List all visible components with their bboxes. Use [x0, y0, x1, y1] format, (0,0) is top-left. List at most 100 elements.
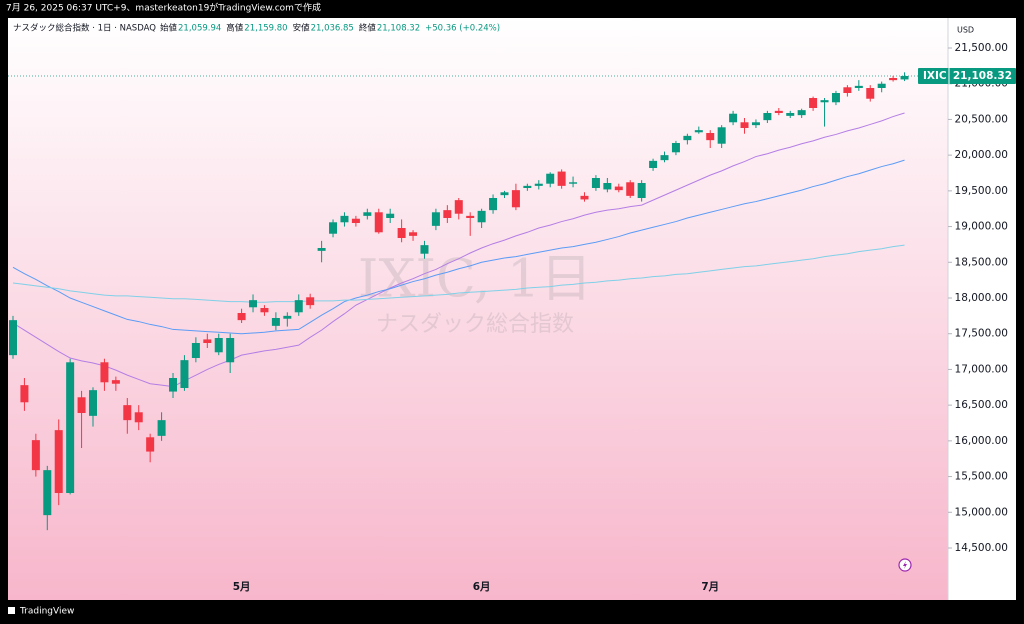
watermark: IXIC, 1日	[358, 250, 592, 310]
candle-body	[660, 155, 669, 161]
candle-body	[9, 320, 17, 356]
candle-body	[214, 338, 223, 353]
y-tick-label: 16,000.00	[955, 435, 1008, 447]
y-tick-label: 17,000.00	[955, 363, 1008, 375]
ma-line	[12, 112, 905, 388]
candle-body	[191, 343, 200, 358]
y-tick-label: 15,500.00	[955, 471, 1008, 483]
candle-body	[820, 100, 829, 103]
candle-body	[797, 110, 806, 116]
candle-body	[54, 430, 63, 493]
candle-body	[397, 228, 406, 238]
candle-body	[683, 135, 692, 141]
logo	[8, 607, 15, 614]
candle-body	[694, 130, 703, 133]
candle-body	[774, 110, 783, 113]
candle-body	[626, 182, 635, 196]
candle-body	[614, 186, 623, 191]
candle-body	[454, 200, 463, 214]
candle-body	[729, 113, 738, 123]
candle-body	[249, 300, 258, 308]
candle-body	[511, 190, 520, 208]
candle-body	[443, 210, 452, 218]
candle-body	[431, 212, 440, 226]
candle-body	[786, 113, 795, 116]
candle-body	[386, 213, 395, 218]
candle-body	[340, 215, 349, 223]
candle-body	[420, 245, 429, 254]
watermark-sub: ナスダック総合指数	[376, 312, 574, 337]
symbol-line: ナスダック総合指数 · 1日 · NASDAQ	[13, 23, 156, 34]
y-tick-label: 15,000.00	[955, 506, 1008, 518]
currency: USD	[957, 26, 974, 35]
candle-body	[329, 222, 338, 234]
candle-body	[374, 212, 383, 233]
y-tick-label: 18,000.00	[955, 292, 1008, 304]
y-tick-label: 14,500.00	[955, 542, 1008, 554]
change: +50.36 (+0.24%)	[425, 24, 500, 34]
candle-body	[889, 78, 898, 81]
candle-body	[146, 437, 155, 452]
ohlc-value: 21,159.80	[244, 24, 287, 34]
ohlc-label: 高値	[226, 23, 244, 34]
candle-body	[306, 297, 315, 306]
candle-body	[100, 362, 109, 383]
footer-text: TradingView	[19, 607, 74, 617]
y-tick-label: 20,500.00	[955, 113, 1008, 125]
ma-line	[12, 244, 905, 303]
plot-background	[8, 18, 1016, 600]
candle-body	[489, 198, 498, 211]
candle-body	[20, 385, 29, 403]
candle-body	[260, 308, 269, 313]
candle-body	[671, 143, 680, 153]
candle-body	[134, 412, 143, 423]
candle-body	[546, 173, 555, 184]
x-tick-label: 7月	[701, 581, 719, 593]
candle-body	[763, 113, 772, 121]
candle-body	[43, 470, 52, 516]
candle-body	[854, 85, 863, 88]
candle-body	[203, 339, 212, 343]
y-tick-label: 19,500.00	[955, 185, 1008, 197]
candle-body	[180, 360, 189, 388]
y-tick-label: 16,500.00	[955, 399, 1008, 411]
candle-body	[809, 98, 818, 108]
price-tag-value: 21,108.32	[953, 70, 1012, 82]
candle-body	[877, 83, 886, 88]
candle-body	[569, 182, 578, 184]
candle-body	[77, 397, 86, 413]
candle-body	[89, 390, 98, 416]
candle-body	[706, 133, 715, 141]
ohlc-value: 21,036.85	[311, 24, 354, 34]
candle-body	[271, 318, 280, 326]
candle-body	[31, 440, 40, 471]
footer: TradingView	[8, 607, 74, 617]
y-tick-label: 21,500.00	[955, 42, 1008, 54]
candle-body	[169, 378, 178, 392]
candle-body	[843, 87, 852, 93]
candle-body	[66, 362, 75, 493]
ohlc-label: 終値	[359, 23, 377, 34]
y-tick-label: 17,500.00	[955, 328, 1008, 340]
candle-body	[237, 313, 246, 321]
ohlc-value: 21,108.32	[377, 24, 420, 34]
candle-body	[580, 195, 589, 200]
badge	[898, 558, 912, 572]
candle-body	[351, 218, 360, 223]
candle-body	[740, 122, 749, 128]
candle-body	[466, 215, 475, 218]
price-axis	[948, 18, 1016, 600]
candle-body	[534, 183, 543, 186]
candle-body	[866, 88, 875, 99]
candle-body	[294, 300, 303, 313]
candle-body	[123, 405, 132, 421]
candle-body	[477, 210, 486, 223]
ohlc-value: 21,059.94	[178, 24, 221, 34]
candle-body	[717, 127, 726, 144]
candle-body	[226, 338, 235, 363]
candle-body	[157, 420, 166, 436]
candle-body	[831, 93, 840, 103]
candle-body	[500, 192, 509, 196]
candle-body	[363, 212, 372, 216]
x-tick-label: 6月	[473, 581, 491, 593]
